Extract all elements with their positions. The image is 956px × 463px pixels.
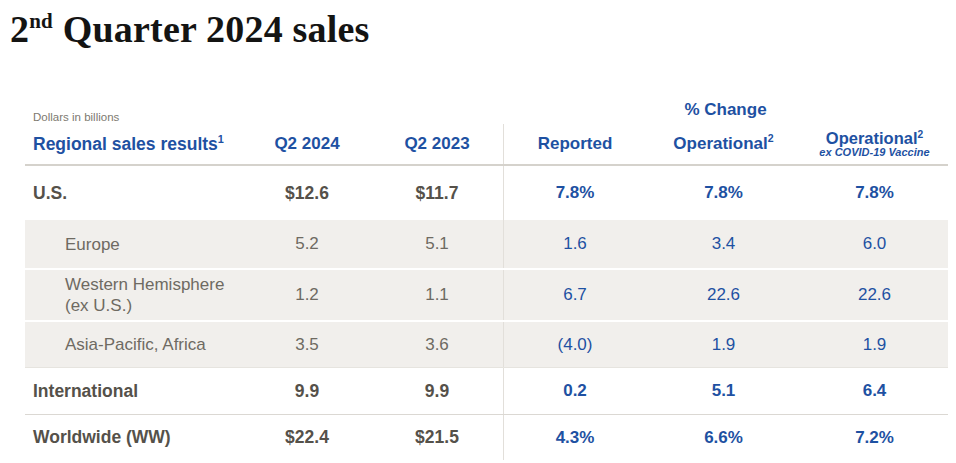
europe-reported-value: 1.6	[503, 220, 646, 268]
intl-q2-2024-value: 9.9	[243, 381, 371, 402]
pct-change-header: % Change	[503, 100, 948, 124]
table-row-worldwide: Worldwide (WW) $22.4 $21.5 4.3% 6.6% 7.2…	[25, 415, 948, 460]
europe-q2-2023-value: 5.1	[371, 234, 503, 254]
ww-operational-value: 6.6%	[646, 428, 801, 448]
table-row-europe: Europe 5.2 5.1 1.6 3.4 6.0	[25, 220, 948, 268]
apac-operational-value: 1.9	[646, 335, 801, 355]
us-operational-value: 7.8%	[646, 183, 801, 203]
row-label: Worldwide (WW)	[25, 427, 243, 448]
europe-q2-2024-value: 5.2	[243, 234, 371, 254]
title-rest: Quarter 2024 sales	[53, 8, 370, 50]
intl-q2-2023-value: 9.9	[371, 381, 503, 402]
footnote-marker-2: 2	[768, 132, 774, 144]
ww-q2-2023-value: $21.5	[371, 427, 503, 448]
wh-operational-ex-value: 22.6	[801, 285, 948, 305]
table-top-header: Dollars in billions % Change	[25, 94, 948, 124]
col-header-ex-covid-subline: ex COVID-19 Vaccine	[801, 146, 948, 159]
col-header-region: Regional sales results1	[25, 134, 243, 155]
apac-q2-2023-value: 3.6	[371, 335, 503, 355]
wh-reported-value: 6.7	[503, 270, 646, 320]
us-reported-value: 7.8%	[503, 166, 646, 220]
col-header-region-label: Regional sales results	[33, 134, 218, 154]
row-label: U.S.	[25, 183, 243, 204]
table-row-asia-pacific-africa: Asia-Pacific, Africa 3.5 3.6 (4.0) 1.9 1…	[25, 320, 948, 368]
intl-reported-value: 0.2	[503, 368, 646, 414]
intl-operational-ex-value: 6.4	[801, 381, 948, 401]
apac-operational-ex-value: 1.9	[801, 335, 948, 355]
table-row-us: U.S. $12.6 $11.7 7.8% 7.8% 7.8%	[25, 166, 948, 220]
intl-operational-value: 5.1	[646, 381, 801, 401]
us-q2-2023-value: $11.7	[371, 183, 503, 204]
row-label: International	[25, 381, 243, 402]
col-header-reported: Reported	[503, 124, 646, 164]
units-note: Dollars in billions	[25, 111, 503, 124]
us-operational-ex-value: 7.8%	[801, 183, 948, 203]
col-header-operational-label: Operational	[673, 134, 767, 153]
europe-operational-ex-value: 6.0	[801, 234, 948, 254]
wh-q2-2024-value: 1.2	[243, 285, 371, 305]
row-label: Europe	[25, 234, 243, 255]
ww-operational-ex-value: 7.2%	[801, 428, 948, 448]
row-label: Asia-Pacific, Africa	[25, 334, 243, 355]
ww-q2-2024-value: $22.4	[243, 427, 371, 448]
row-label-line2: (ex U.S.)	[65, 295, 243, 316]
col-header-operational-ex-label: Operational	[826, 129, 918, 147]
apac-q2-2024-value: 3.5	[243, 335, 371, 355]
wh-q2-2023-value: 1.1	[371, 285, 503, 305]
col-header-operational-ex-covid: Operational2 ex COVID-19 Vaccine	[801, 130, 948, 159]
footnote-marker-2b: 2	[918, 128, 924, 139]
col-header-operational: Operational2	[646, 134, 801, 154]
table-column-header-row: Regional sales results1 Q2 2024 Q2 2023 …	[25, 124, 948, 166]
title-prefix: 2	[10, 8, 29, 50]
slide: 2nd Quarter 2024 sales Dollars in billio…	[0, 6, 956, 460]
col-header-q2-2023: Q2 2023	[371, 134, 503, 154]
footnote-marker-1: 1	[218, 133, 224, 145]
apac-reported-value: (4.0)	[503, 322, 646, 367]
table-row-international: International 9.9 9.9 0.2 5.1 6.4	[25, 368, 948, 415]
page-title: 2nd Quarter 2024 sales	[10, 6, 956, 52]
europe-operational-value: 3.4	[646, 234, 801, 254]
regional-sales-table: Dollars in billions % Change Regional sa…	[25, 94, 948, 460]
title-superscript: nd	[29, 9, 53, 33]
col-header-q2-2024: Q2 2024	[243, 134, 371, 154]
table-row-western-hemisphere: Western Hemisphere (ex U.S.) 1.2 1.1 6.7…	[25, 268, 948, 320]
row-label: Western Hemisphere (ex U.S.)	[25, 274, 243, 316]
us-q2-2024-value: $12.6	[243, 183, 371, 204]
ww-reported-value: 4.3%	[503, 415, 646, 460]
wh-operational-value: 22.6	[646, 285, 801, 305]
row-label-line1: Western Hemisphere	[65, 274, 243, 295]
